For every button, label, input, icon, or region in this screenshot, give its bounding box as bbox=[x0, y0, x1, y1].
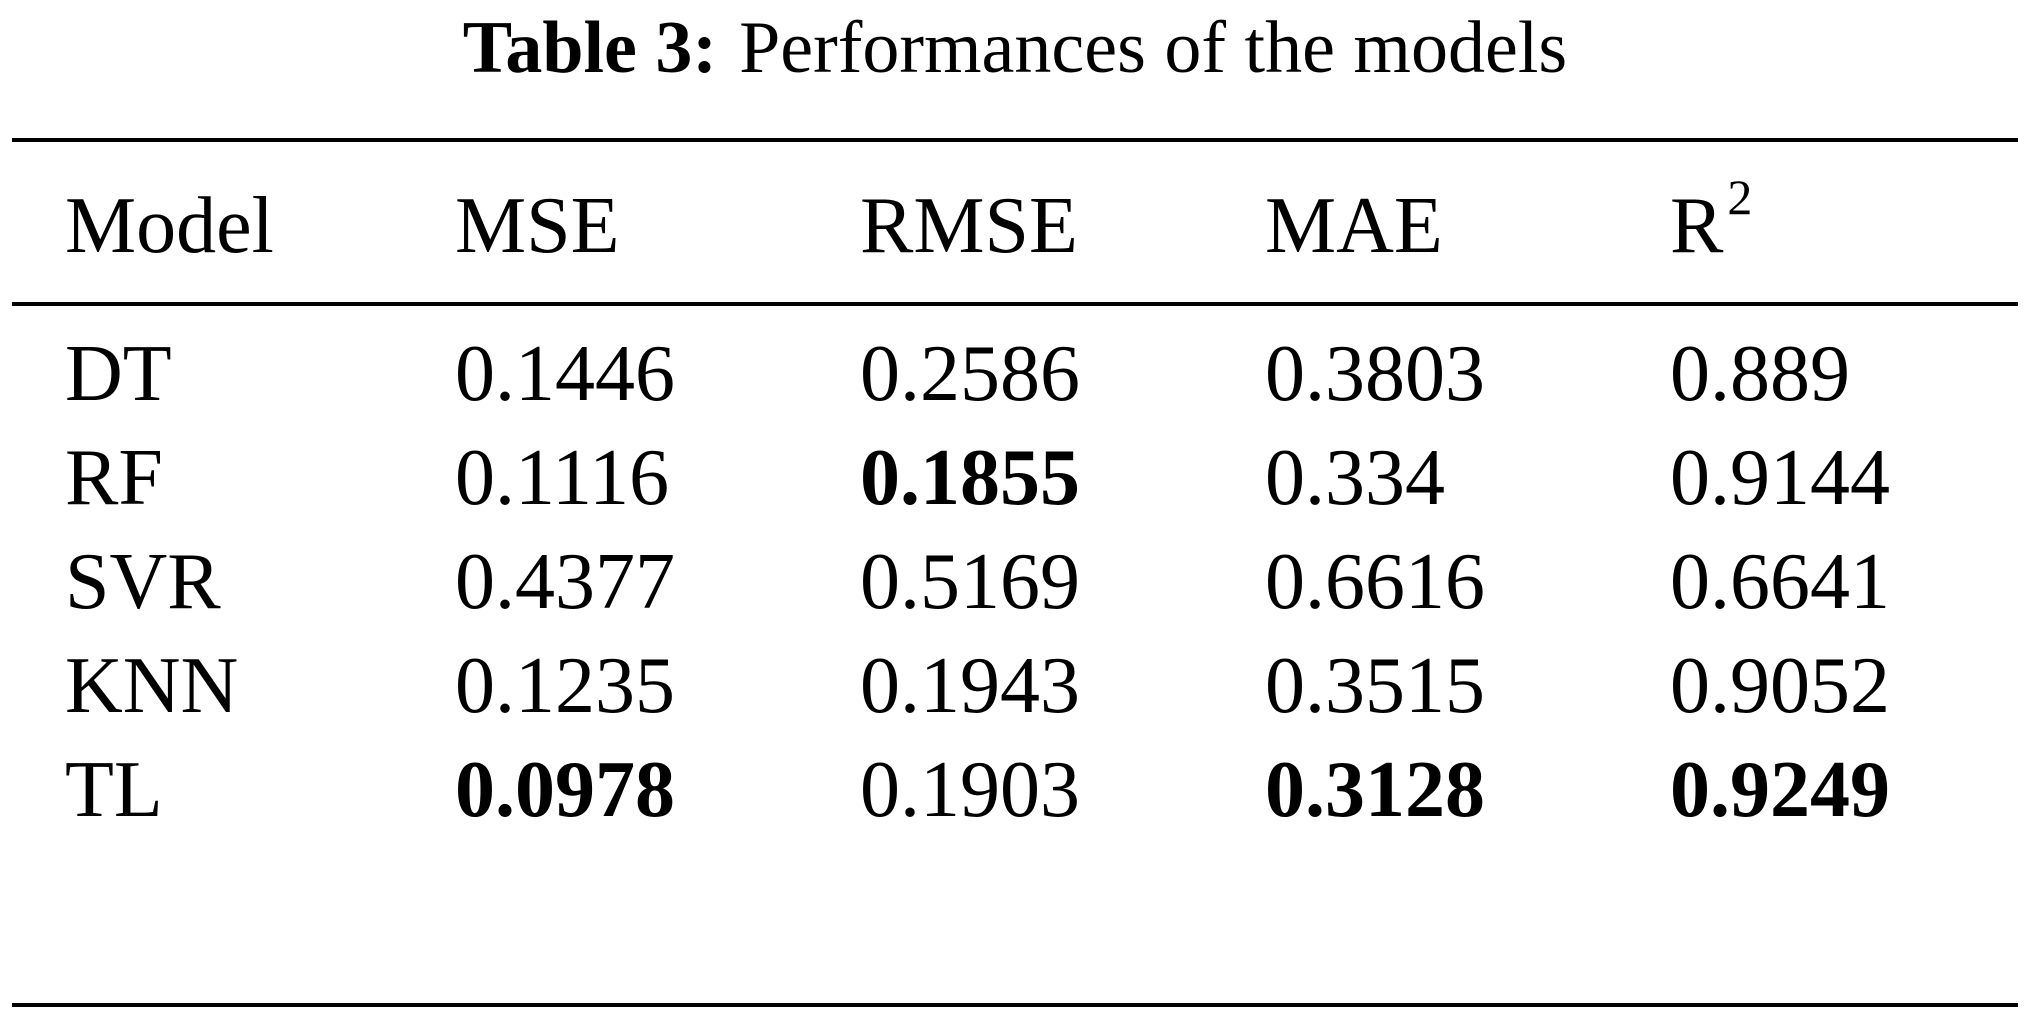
cell-model: TL bbox=[65, 746, 163, 834]
cell-model: KNN bbox=[65, 642, 239, 730]
cell-mae: 0.3128 bbox=[1265, 746, 1485, 834]
cell-mse: 0.1235 bbox=[455, 642, 675, 730]
header-r2-superscript: 2 bbox=[1727, 169, 1753, 225]
cell-mse: 0.1446 bbox=[455, 330, 675, 418]
header-rmse: RMSE bbox=[860, 182, 1078, 270]
table-row: TL 0.0978 0.1903 0.3128 0.9249 bbox=[0, 730, 2030, 850]
cell-r2: 0.9052 bbox=[1670, 642, 1890, 730]
cell-rmse: 0.2586 bbox=[860, 330, 1080, 418]
top-rule bbox=[12, 138, 2018, 142]
cell-model: SVR bbox=[65, 538, 221, 626]
cell-rmse: 0.1943 bbox=[860, 642, 1080, 730]
table-caption: Table 3: Performances of the models bbox=[0, 0, 2030, 120]
cell-rmse: 0.5169 bbox=[860, 538, 1080, 626]
cell-mae: 0.3803 bbox=[1265, 330, 1485, 418]
cell-mae: 0.6616 bbox=[1265, 538, 1485, 626]
cell-mse: 0.4377 bbox=[455, 538, 675, 626]
header-model: Model bbox=[65, 182, 274, 270]
table-row: DT 0.1446 0.2586 0.3803 0.889 bbox=[0, 314, 2030, 434]
table-caption-text: Performances of the models bbox=[739, 7, 1568, 89]
table-row: RF 0.1116 0.1855 0.334 0.9144 bbox=[0, 418, 2030, 538]
table-caption-label: Table 3: bbox=[462, 7, 718, 89]
header-rule bbox=[12, 302, 2018, 306]
table-header-row: Model MSE RMSE MAE R2 bbox=[0, 166, 2030, 286]
cell-r2: 0.9144 bbox=[1670, 434, 1890, 522]
table-row: KNN 0.1235 0.1943 0.3515 0.9052 bbox=[0, 626, 2030, 746]
cell-model: RF bbox=[65, 434, 163, 522]
cell-model: DT bbox=[65, 330, 172, 418]
header-mae: MAE bbox=[1265, 182, 1443, 270]
cell-rmse: 0.1903 bbox=[860, 746, 1080, 834]
table-row: SVR 0.4377 0.5169 0.6616 0.6641 bbox=[0, 522, 2030, 642]
cell-r2: 0.6641 bbox=[1670, 538, 1890, 626]
cell-mae: 0.3515 bbox=[1265, 642, 1485, 730]
cell-r2: 0.9249 bbox=[1670, 746, 1890, 834]
header-r2: R2 bbox=[1670, 166, 1752, 295]
cell-rmse: 0.1855 bbox=[860, 434, 1080, 522]
cell-mse: 0.0978 bbox=[455, 746, 675, 834]
header-mse: MSE bbox=[455, 182, 620, 270]
cell-mae: 0.334 bbox=[1265, 434, 1445, 522]
header-r2-base: R bbox=[1670, 182, 1724, 270]
cell-mse: 0.1116 bbox=[455, 434, 670, 522]
cell-r2: 0.889 bbox=[1670, 330, 1850, 418]
bottom-rule bbox=[12, 1003, 2018, 1007]
